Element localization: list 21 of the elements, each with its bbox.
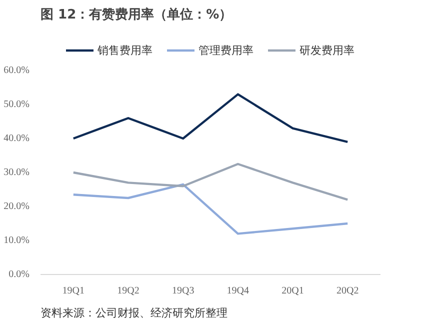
line-series xyxy=(72,162,349,201)
y-tick-label: 50.0% xyxy=(4,99,30,110)
legend-label: 销售费用率 xyxy=(98,42,152,58)
y-tick-label: 30.0% xyxy=(4,167,30,178)
line-series xyxy=(72,183,349,235)
y-tick-label: 60.0% xyxy=(4,65,30,76)
y-tick-label: 20.0% xyxy=(4,201,30,212)
y-tick-label: 40.0% xyxy=(4,133,30,144)
legend-label: 研发费用率 xyxy=(300,42,354,58)
x-tick-label: 19Q4 xyxy=(226,286,250,296)
x-tick-label: 20Q1 xyxy=(282,286,304,296)
line-series xyxy=(72,93,349,143)
x-tick-label: 19Q3 xyxy=(172,286,194,296)
x-tick-label: 19Q1 xyxy=(62,286,85,296)
x-tick-label: 20Q2 xyxy=(336,286,359,296)
text: 资料来源：公司财报、经济研究所整理 xyxy=(40,306,228,320)
y-tick-label: 10.0% xyxy=(4,235,30,246)
y-tick-label: 0.0% xyxy=(8,269,30,280)
chart-title: 图 12：有赞费用率（单位：%） xyxy=(40,6,232,22)
x-tick-label: 19Q2 xyxy=(117,286,140,296)
legend-label: 管理费用率 xyxy=(198,42,254,58)
